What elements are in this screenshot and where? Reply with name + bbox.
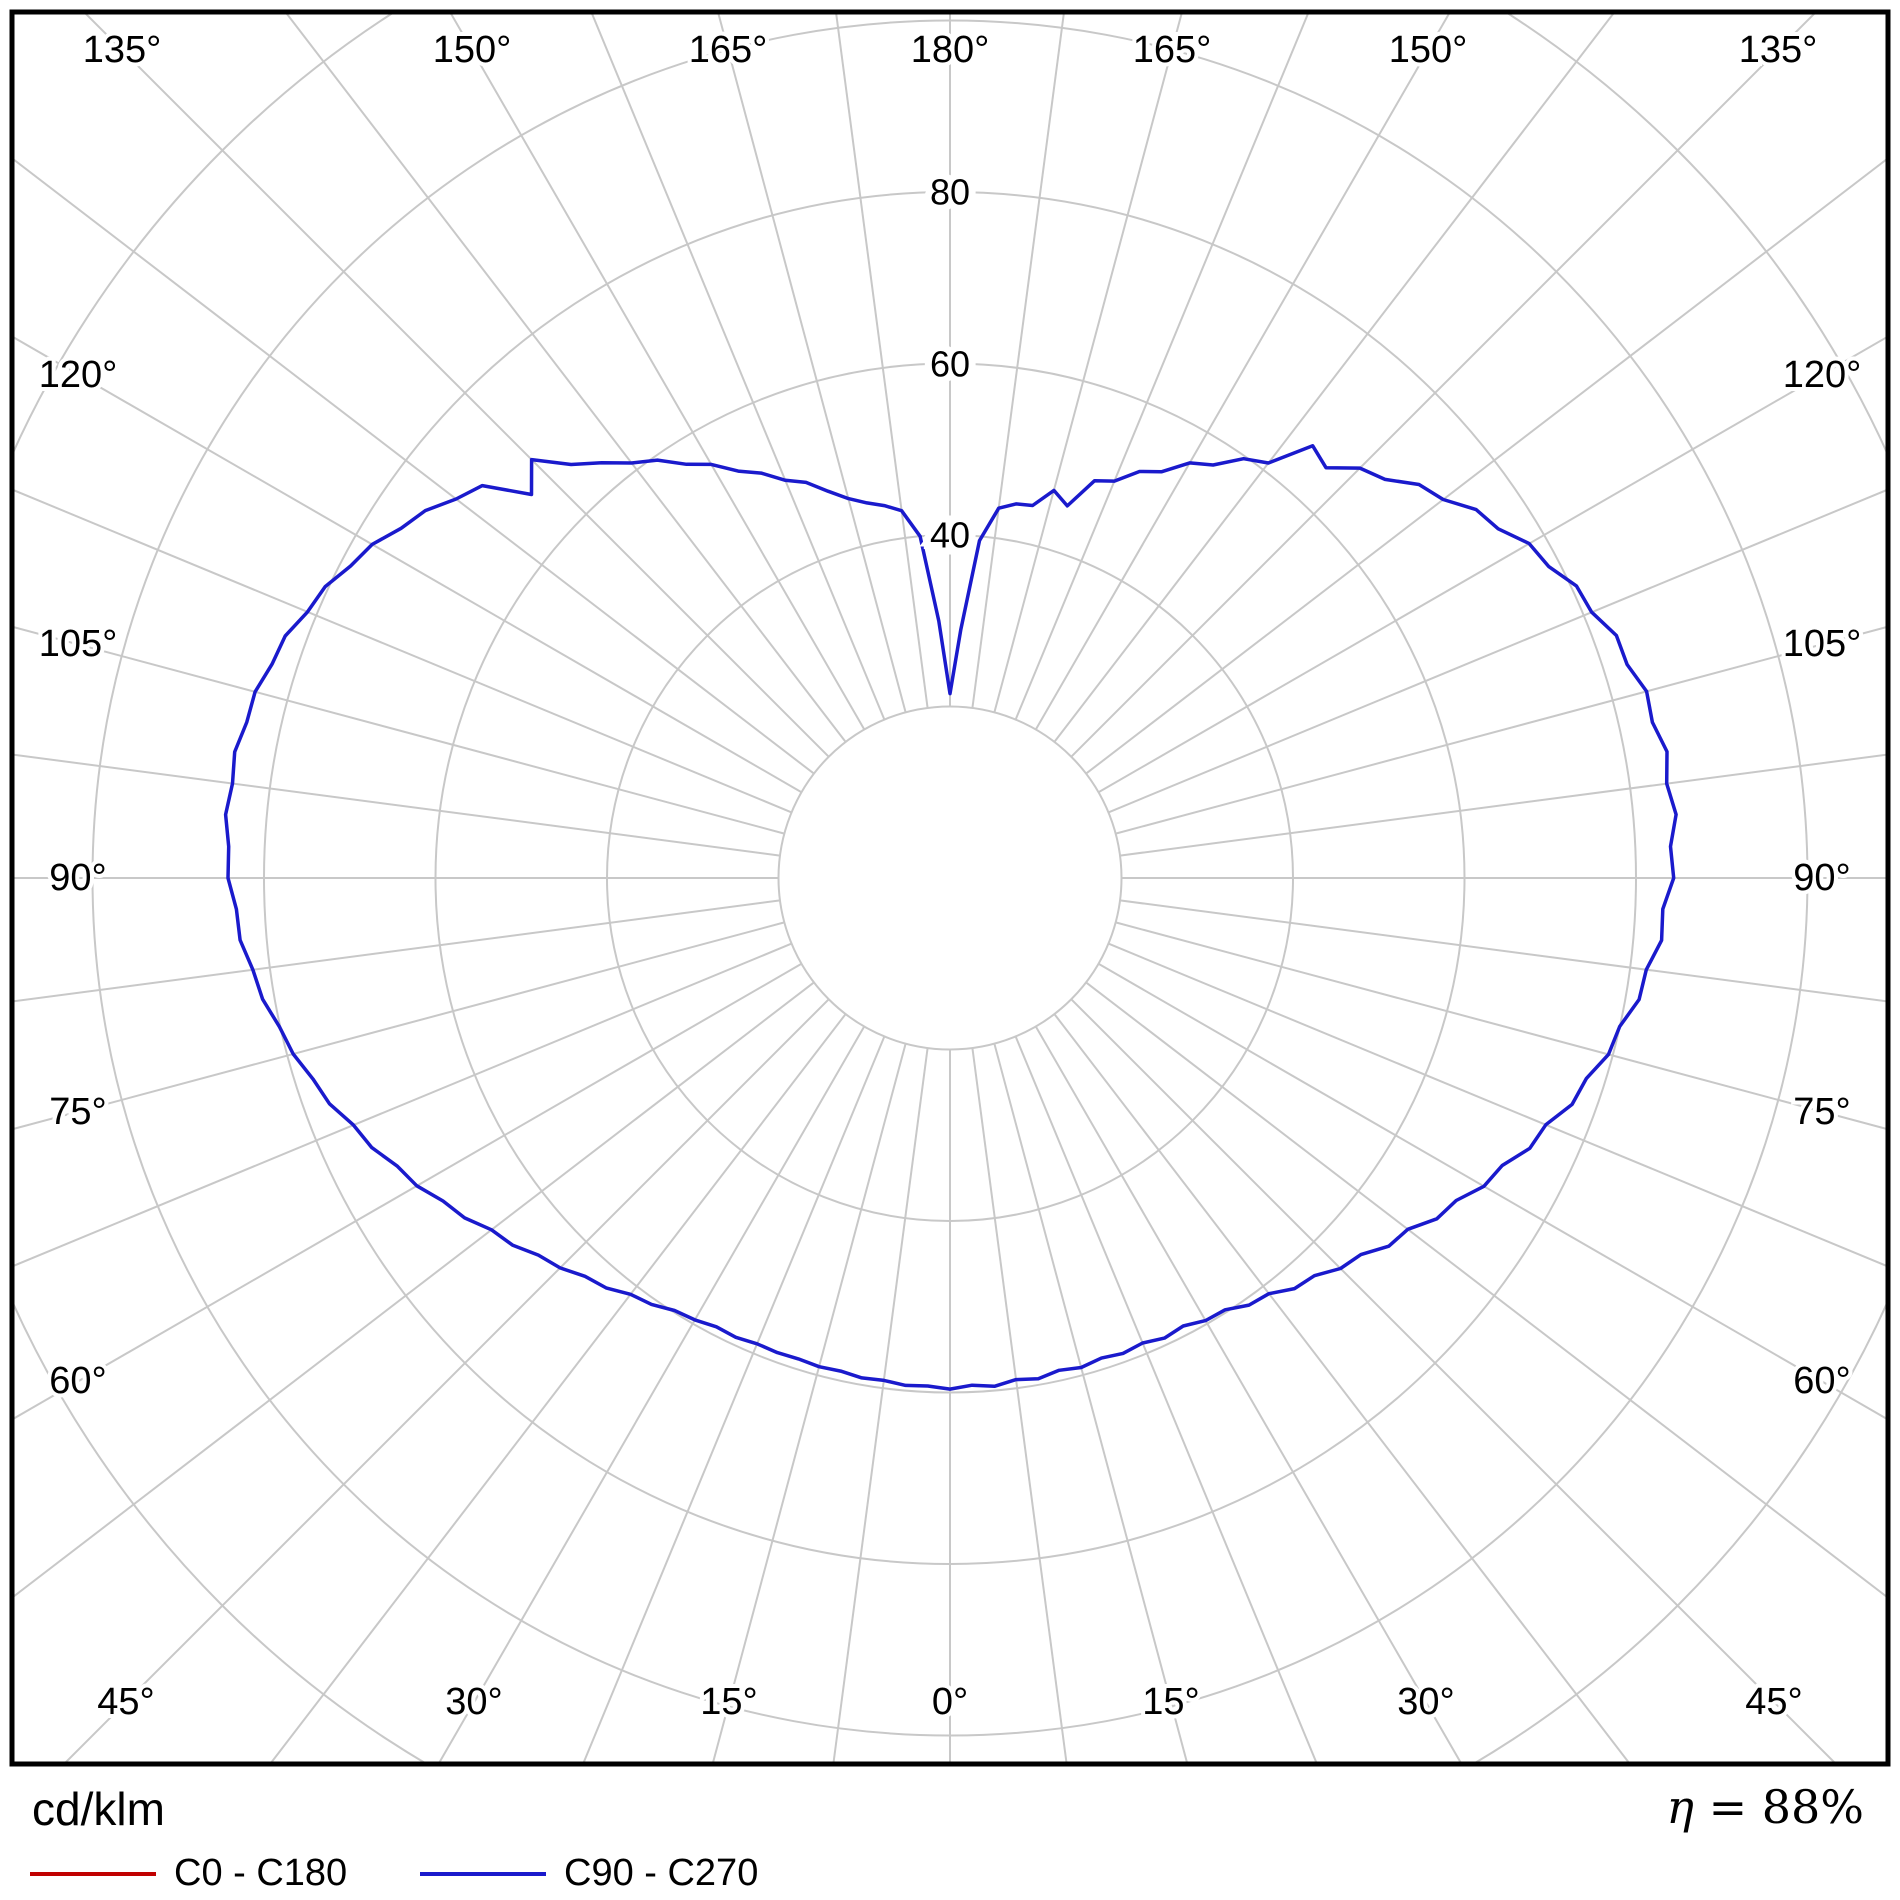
angle-label-right-30: 30° (1397, 1681, 1454, 1723)
grid-spoke-30 (1034, 1026, 1463, 1764)
legend-swatch-c0-c180 (30, 1871, 156, 1876)
grid-spoke-277.5 (12, 899, 781, 1003)
grid-spoke-210 (448, 12, 866, 731)
grid-spoke-187.5 (834, 12, 929, 709)
radial-tick-40: 40 (930, 515, 970, 556)
efficiency-label: η = 88% (1666, 1780, 1864, 1834)
angle-label-right-180: 180° (911, 29, 990, 71)
angle-label-left-150: 150° (433, 29, 512, 71)
grid-spoke-82.5 (1119, 899, 1888, 1003)
angle-label-left-90: 90° (49, 857, 106, 899)
angle-label-right-75: 75° (1793, 1091, 1850, 1133)
eta-value: = 88% (1708, 1780, 1864, 1834)
grid-spoke-337.5 (581, 1036, 886, 1764)
polar-chart: 0° 15° 15° 30° 30° 45° 45° 60° 60° 75° 75° 90° 90° 10… (9, 9, 1891, 1767)
grid-spoke-285 (12, 921, 785, 1131)
grid-spoke-15 (993, 1043, 1189, 1764)
grid-spoke-142.5 (1053, 12, 1616, 743)
grid-spoke-217.5 (284, 12, 847, 743)
grid-spoke-45 (1070, 998, 1838, 1764)
angle-label-right-90: 90° (1793, 857, 1850, 899)
angle-label-right-45: 45° (1745, 1681, 1802, 1723)
grid-spoke-172.5 (971, 12, 1066, 709)
grid-spoke-202.5 (590, 12, 886, 720)
legend-item-c0-c180: C0 - C180 (30, 1852, 347, 1895)
grid-spoke-315 (62, 998, 830, 1764)
radial-tick-80: 80 (930, 172, 970, 213)
grid-spoke-300 (12, 962, 802, 1421)
curve-c90-c270 (223, 444, 1678, 1391)
grid-spoke-292.5 (12, 942, 792, 1268)
grid-spoke-127.5 (1085, 156, 1888, 775)
grid-spoke-150 (1034, 12, 1452, 730)
angle-label-left-135: 135° (83, 29, 162, 71)
grid-spoke-322.5 (268, 1013, 847, 1764)
angle-label-left-120: 120° (39, 354, 118, 396)
unit-label: cd/klm (32, 1783, 165, 1835)
angle-label-right-60: 60° (1793, 1360, 1850, 1402)
angle-label-right-105: 105° (1783, 623, 1862, 665)
legend-label-c0-c180: C0 - C180 (174, 1852, 348, 1894)
grid-spoke-225 (82, 12, 830, 758)
axis-labels: 0° 15° 15° 30° 30° 45° 45° 60° 60° 75° 75° 90° 90° 10… (35, 25, 1866, 1727)
radial-tick-60: 60 (930, 344, 970, 385)
grid-spoke-195 (716, 12, 907, 713)
angle-label-right-150: 150° (1389, 29, 1468, 71)
grid-spoke-247.5 (12, 488, 792, 814)
grid-spoke-7.5 (971, 1047, 1068, 1764)
grid-spoke-75 (1115, 921, 1888, 1131)
grid-spoke-330 (437, 1026, 866, 1764)
angle-label-left-30: 30° (445, 1681, 502, 1723)
grid-spoke-22.5 (1014, 1036, 1319, 1764)
grid-spoke-60 (1098, 962, 1888, 1421)
angle-label-left-105: 105° (39, 623, 118, 665)
grid-spoke-255 (12, 625, 785, 835)
grid-spoke-135 (1070, 12, 1818, 758)
grid-spoke-105 (1115, 625, 1888, 835)
grid-spoke-262.5 (12, 753, 781, 857)
grid-spoke-120 (1097, 335, 1888, 794)
angle-label-left-15: 15° (700, 1681, 757, 1723)
angle-label-right-0: 0° (932, 1681, 968, 1723)
grid-spoke-232.5 (12, 156, 815, 775)
legend-swatch-c90-c270 (420, 1871, 546, 1876)
angle-label-right-120: 120° (1783, 354, 1862, 396)
angle-label-left-165: 165° (689, 29, 768, 71)
grid-spoke-37.5 (1053, 1013, 1632, 1764)
grid-spoke-97.5 (1119, 753, 1888, 857)
grid-spoke-307.5 (12, 981, 815, 1600)
grid-spoke-112.5 (1108, 488, 1888, 814)
eta-symbol: η (1666, 1780, 1694, 1834)
grid-spoke-157.5 (1014, 12, 1310, 720)
legend-item-c90-c270: C90 - C270 (420, 1852, 758, 1895)
plot-border (9, 9, 1891, 1767)
grid-spoke-52.5 (1085, 981, 1888, 1600)
polar-grid (12, 12, 1888, 1764)
grid-spoke-352.5 (832, 1047, 929, 1764)
angle-label-right-135: 135° (1739, 29, 1818, 71)
curves (223, 444, 1678, 1391)
grid-spoke-165 (993, 12, 1184, 713)
angle-label-left-75: 75° (49, 1091, 106, 1133)
grid-spoke-240 (12, 335, 802, 794)
angle-label-right-15: 15° (1142, 1681, 1199, 1723)
angle-label-left-45: 45° (97, 1681, 154, 1723)
angle-label-right-165: 165° (1133, 29, 1212, 71)
legend-label-c90-c270: C90 - C270 (564, 1852, 759, 1894)
grid-spoke-345 (711, 1043, 907, 1764)
grid-ring-20 (777, 705, 1123, 1051)
angle-label-left-60: 60° (49, 1360, 106, 1402)
grid-spoke-67.5 (1108, 942, 1888, 1268)
